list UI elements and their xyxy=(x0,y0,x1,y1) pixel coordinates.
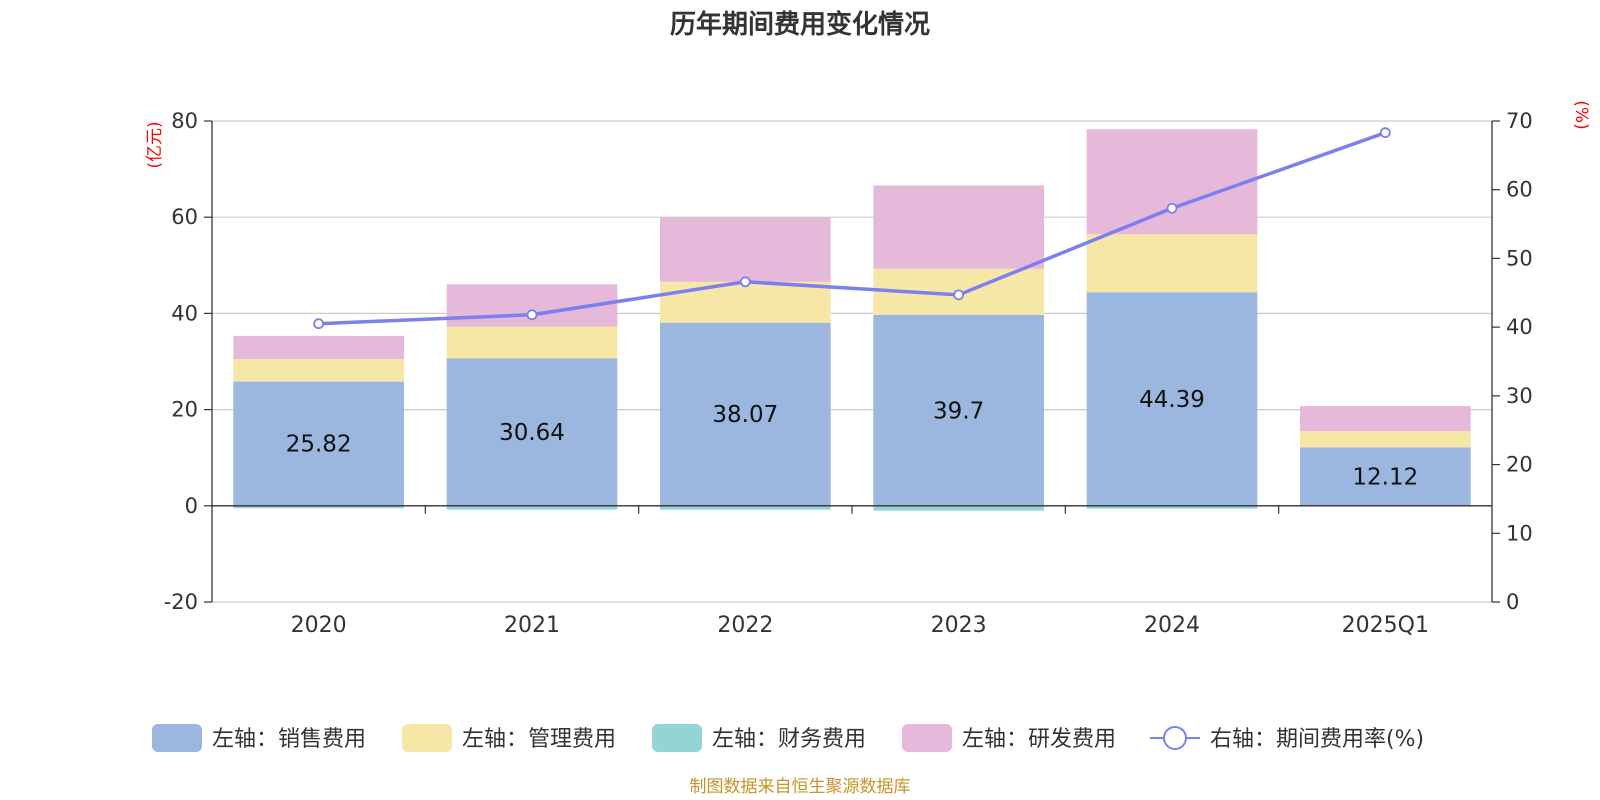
right-tick-label: 50 xyxy=(1506,246,1533,270)
right-tick-label: 70 xyxy=(1506,109,1533,133)
category-label: 2023 xyxy=(931,613,987,638)
rate-point xyxy=(526,309,538,321)
legend[interactable]: 左轴：销售费用 左轴：管理费用 左轴：财务费用 左轴：研发费用 右轴：期间费用率(%) xyxy=(152,724,1424,752)
axes: 80 60 40 20 0 -20 70 60 50 40 30 20 10 0 2020 2021 2022 2… xyxy=(164,109,1533,638)
bar-segment xyxy=(873,314,1044,506)
category-label: 2021 xyxy=(504,613,560,638)
rate-point xyxy=(313,318,325,330)
bar-segment xyxy=(660,505,831,510)
category-label: 2025Q1 xyxy=(1342,613,1429,638)
right-tick-label: 30 xyxy=(1506,384,1533,408)
bar-segment xyxy=(660,281,831,323)
bar-segment xyxy=(873,185,1044,269)
legend-swatch xyxy=(652,724,702,752)
right-tick-label: 40 xyxy=(1506,315,1533,339)
right-tick-label: 0 xyxy=(1506,590,1519,614)
legend-swatch xyxy=(902,724,952,752)
left-tick-label: -20 xyxy=(164,590,198,614)
legend-item[interactable]: 左轴：管理费用 xyxy=(402,724,616,752)
data-label: 39.7 xyxy=(933,398,984,424)
bar-segment xyxy=(1086,129,1258,235)
bar-segment xyxy=(446,326,618,359)
right-tick-label: 60 xyxy=(1506,178,1533,202)
category-label: 2020 xyxy=(291,613,347,638)
legend-label: 左轴：销售费用 xyxy=(212,727,366,752)
legend-label: 左轴：研发费用 xyxy=(962,727,1116,752)
rate-line xyxy=(313,127,1391,330)
left-tick-label: 60 xyxy=(171,205,198,229)
source-note: 制图数据来自恒生聚源数据库 xyxy=(690,777,911,797)
data-label: 38.07 xyxy=(712,402,778,428)
left-tick-label: 0 xyxy=(185,494,198,518)
left-tick-label: 40 xyxy=(171,301,198,325)
bar-segment xyxy=(1300,431,1471,448)
bar-segment xyxy=(873,505,1044,511)
legend-label: 左轴：财务费用 xyxy=(712,727,866,752)
legend-swatch xyxy=(402,724,452,752)
bar-segment xyxy=(1086,292,1258,506)
legend-swatch xyxy=(152,724,202,752)
legend-item[interactable]: 左轴：研发费用 xyxy=(902,724,1116,752)
data-label: 30.64 xyxy=(499,420,565,446)
right-axis-unit: (%) xyxy=(1571,100,1591,129)
rate-point xyxy=(1379,127,1391,139)
data-label: 44.39 xyxy=(1139,387,1205,413)
left-tick-label: 80 xyxy=(171,109,198,133)
legend-item[interactable]: 左轴：财务费用 xyxy=(652,724,866,752)
category-label: 2024 xyxy=(1144,613,1200,638)
legend-item[interactable]: 左轴：销售费用 xyxy=(152,724,366,752)
right-tick-label: 20 xyxy=(1506,453,1533,477)
legend-label: 左轴：管理费用 xyxy=(462,727,616,752)
rate-point xyxy=(953,289,965,301)
legend-item[interactable]: 右轴：期间费用率(%) xyxy=(1150,726,1424,752)
chart-title: 历年期间费用变化情况 xyxy=(670,9,930,40)
legend-label: 右轴：期间费用率(%) xyxy=(1210,727,1424,752)
bar-segment xyxy=(233,381,404,506)
rate-point xyxy=(1166,202,1178,214)
category-label: 2022 xyxy=(717,613,773,638)
bar-segment xyxy=(660,322,831,506)
bars: 25.82 30.64 38.07 39.7 44.39 12.12 xyxy=(233,129,1471,511)
bar-segment xyxy=(233,335,404,359)
bar-segment xyxy=(1086,505,1258,509)
legend-marker xyxy=(1163,726,1187,750)
left-axis-unit: (亿元) xyxy=(145,121,165,168)
bar-segment xyxy=(660,217,831,282)
bar-segment xyxy=(446,505,618,510)
rate-line-path xyxy=(318,131,1386,326)
bar-segment xyxy=(233,505,404,509)
left-tick-label: 20 xyxy=(171,398,198,422)
data-label: 25.82 xyxy=(286,432,352,458)
data-label: 12.12 xyxy=(1352,465,1418,491)
bar-segment xyxy=(1300,406,1471,432)
bar-segment xyxy=(1300,447,1471,506)
bar-segment xyxy=(446,358,618,506)
bar-segment xyxy=(233,358,404,382)
bar-segment xyxy=(1086,234,1258,293)
rate-point xyxy=(739,276,751,288)
right-tick-label: 10 xyxy=(1506,521,1533,545)
